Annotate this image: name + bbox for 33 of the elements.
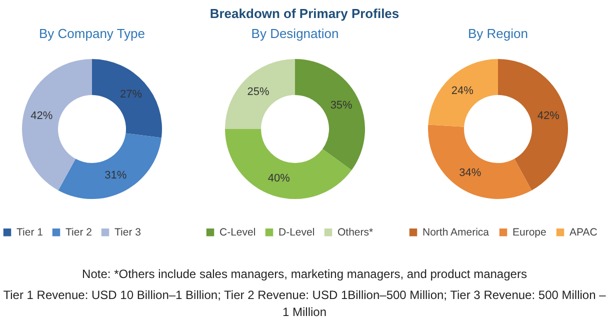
donut-slice bbox=[428, 124, 532, 199]
data-label: 24% bbox=[451, 85, 474, 98]
data-label: 40% bbox=[268, 172, 290, 184]
data-label: 35% bbox=[330, 99, 353, 112]
data-label: 31% bbox=[104, 169, 127, 182]
donut-slice bbox=[92, 59, 162, 138]
donut-slice bbox=[498, 59, 568, 190]
donut-slice bbox=[22, 59, 92, 190]
data-label: 34% bbox=[459, 166, 482, 179]
legend-label: North America bbox=[422, 226, 490, 238]
legend-label: C-Level bbox=[220, 226, 256, 238]
donut-slice bbox=[225, 129, 352, 199]
legend-label: Tier 3 bbox=[114, 226, 142, 238]
chart-subtitle: By Company Type bbox=[39, 26, 145, 41]
legend-label: Europe bbox=[512, 226, 547, 238]
chart-subtitle: By Region bbox=[468, 26, 528, 41]
chart-subtitle: By Designation bbox=[251, 26, 339, 41]
data-label: 42% bbox=[30, 110, 53, 122]
data-label: 25% bbox=[247, 86, 270, 98]
donut-slice bbox=[225, 59, 295, 129]
legend-label: D-Level bbox=[278, 226, 315, 238]
data-label: 27% bbox=[120, 88, 142, 101]
text: Note: *Others include sales managers, marketing managers, and product managers bbox=[81, 266, 528, 283]
chart-title: Breakdown of Primary Profiles bbox=[208, 5, 400, 23]
legend-label: Tier 1 bbox=[16, 226, 44, 238]
donut-slice bbox=[295, 59, 365, 170]
donut-slice bbox=[428, 59, 498, 127]
legend-label: APAC bbox=[570, 226, 598, 238]
data-label: 42% bbox=[537, 110, 560, 122]
text: Tier 1 Revenue: USD 10 Billion–1 Billion; Tier 2 Revenue: USD 1Billion–500 Million; Tier 3 Revenue: 500 Million – 1 Million bbox=[2, 287, 607, 321]
donut-slice bbox=[58, 133, 162, 199]
legend-label: Others* bbox=[338, 226, 374, 238]
legend-label: Tier 2 bbox=[66, 226, 92, 238]
